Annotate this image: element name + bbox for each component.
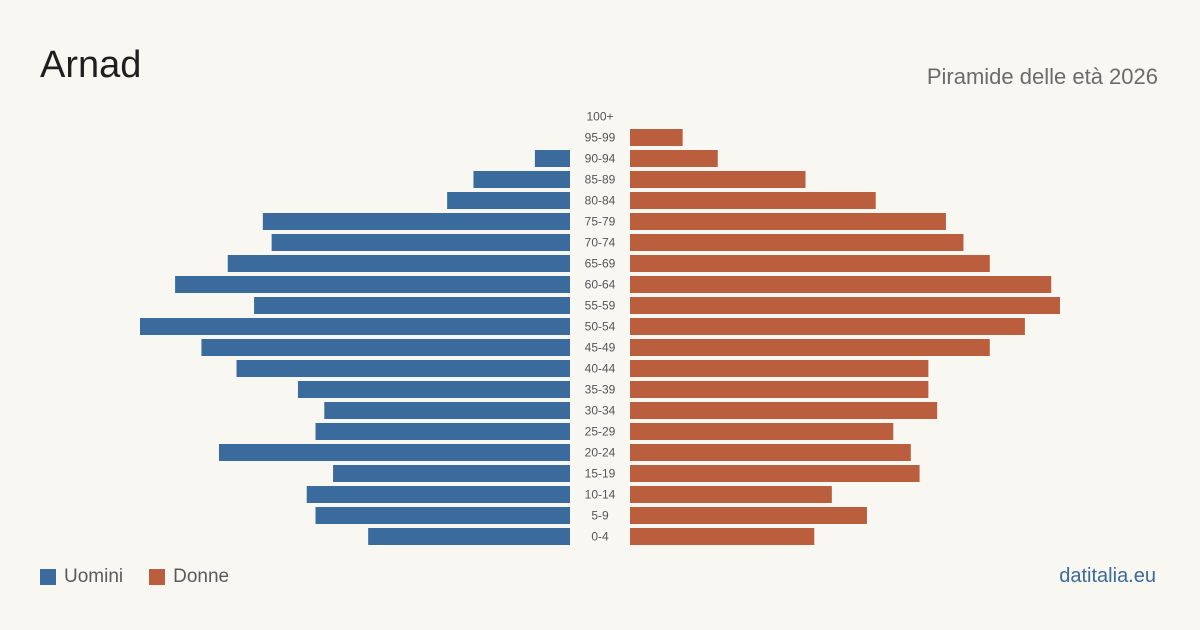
bar-male-25-29 xyxy=(315,423,570,440)
bar-female-15-19 xyxy=(630,465,920,482)
bar-male-80-84 xyxy=(447,192,570,209)
age-label-100+: 100+ xyxy=(586,110,613,124)
bar-female-85-89 xyxy=(630,171,806,188)
bar-male-85-89 xyxy=(473,171,570,188)
age-label-65-69: 65-69 xyxy=(585,257,616,271)
bar-male-55-59 xyxy=(254,297,570,314)
bar-female-40-44 xyxy=(630,360,929,377)
age-label-80-84: 80-84 xyxy=(585,194,616,208)
age-label-30-34: 30-34 xyxy=(585,404,616,418)
bar-female-50-54 xyxy=(630,318,1025,335)
age-label-50-54: 50-54 xyxy=(585,320,616,334)
bar-male-5-9 xyxy=(315,507,570,524)
brand-link[interactable]: datitalia.eu xyxy=(1059,565,1156,587)
legend-swatch-female xyxy=(149,569,166,585)
bar-male-0-4 xyxy=(368,528,570,545)
bar-male-50-54 xyxy=(140,318,570,335)
bar-female-35-39 xyxy=(630,381,929,398)
age-label-85-89: 85-89 xyxy=(585,173,616,187)
age-label-60-64: 60-64 xyxy=(585,278,616,292)
bar-male-60-64 xyxy=(175,276,570,293)
legend-swatch-male xyxy=(40,569,56,585)
bar-female-0-4 xyxy=(630,528,815,545)
age-label-10-14: 10-14 xyxy=(585,488,616,502)
bar-female-55-59 xyxy=(630,297,1060,314)
bar-female-70-74 xyxy=(630,234,964,251)
bar-male-20-24 xyxy=(218,444,570,461)
bar-male-10-14 xyxy=(306,486,570,503)
bar-female-90-94 xyxy=(630,150,718,167)
age-label-5-9: 5-9 xyxy=(591,509,609,523)
bar-female-25-29 xyxy=(630,423,894,440)
bar-female-95-99 xyxy=(630,129,683,146)
age-label-0-4: 0-4 xyxy=(591,530,609,544)
legend-item-male: Uomini xyxy=(40,566,123,588)
age-label-20-24: 20-24 xyxy=(585,446,616,460)
age-label-40-44: 40-44 xyxy=(585,362,616,376)
bar-male-75-79 xyxy=(262,213,570,230)
chart-subtitle: Piramide delle età 2026 xyxy=(926,64,1158,89)
bar-male-40-44 xyxy=(236,360,570,377)
age-label-45-49: 45-49 xyxy=(585,341,616,355)
legend-item-female: Donne xyxy=(149,566,229,588)
legend-label-male: Uomini xyxy=(64,566,124,587)
age-label-70-74: 70-74 xyxy=(585,236,616,250)
bar-male-65-69 xyxy=(227,255,570,272)
age-label-75-79: 75-79 xyxy=(585,215,616,229)
bar-female-45-49 xyxy=(630,339,990,356)
bar-female-65-69 xyxy=(630,255,990,272)
bar-female-60-64 xyxy=(630,276,1052,293)
bar-female-5-9 xyxy=(630,507,867,524)
bar-male-70-74 xyxy=(271,234,570,251)
bar-female-30-34 xyxy=(630,402,938,419)
bar-female-20-24 xyxy=(630,444,911,461)
age-label-35-39: 35-39 xyxy=(585,383,616,397)
bar-female-75-79 xyxy=(630,213,946,230)
age-label-15-19: 15-19 xyxy=(585,467,616,481)
age-label-90-94: 90-94 xyxy=(585,152,616,166)
bar-male-45-49 xyxy=(201,339,570,356)
bar-male-30-34 xyxy=(324,402,570,419)
legend: Uomini Donne xyxy=(40,566,255,588)
age-label-55-59: 55-59 xyxy=(585,299,616,313)
bar-female-80-84 xyxy=(630,192,876,209)
legend-label-female: Donne xyxy=(173,566,230,587)
bar-female-10-14 xyxy=(630,486,832,503)
age-label-95-99: 95-99 xyxy=(585,131,616,145)
bar-male-35-39 xyxy=(297,381,570,398)
bar-male-90-94 xyxy=(534,150,570,167)
age-label-25-29: 25-29 xyxy=(585,425,616,439)
chart-title: Arnad xyxy=(40,44,142,86)
bar-male-15-19 xyxy=(333,465,570,482)
